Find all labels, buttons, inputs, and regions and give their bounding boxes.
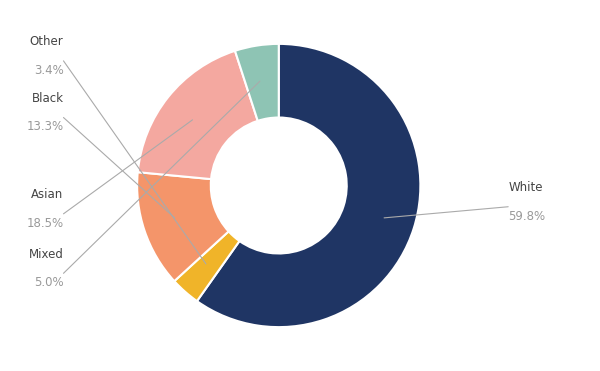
Text: Mixed: Mixed bbox=[29, 247, 64, 260]
Text: 3.4%: 3.4% bbox=[34, 64, 64, 77]
Wedge shape bbox=[138, 51, 258, 179]
Text: White: White bbox=[508, 181, 542, 194]
Wedge shape bbox=[235, 44, 279, 121]
Text: 13.3%: 13.3% bbox=[26, 120, 64, 133]
Text: Other: Other bbox=[30, 35, 64, 48]
Wedge shape bbox=[175, 232, 239, 301]
Text: 18.5%: 18.5% bbox=[26, 217, 64, 230]
Text: 5.0%: 5.0% bbox=[34, 276, 64, 289]
Text: Asian: Asian bbox=[31, 188, 64, 201]
Text: Black: Black bbox=[31, 92, 64, 105]
Wedge shape bbox=[197, 44, 421, 327]
Text: 59.8%: 59.8% bbox=[508, 210, 545, 223]
Wedge shape bbox=[137, 172, 229, 281]
